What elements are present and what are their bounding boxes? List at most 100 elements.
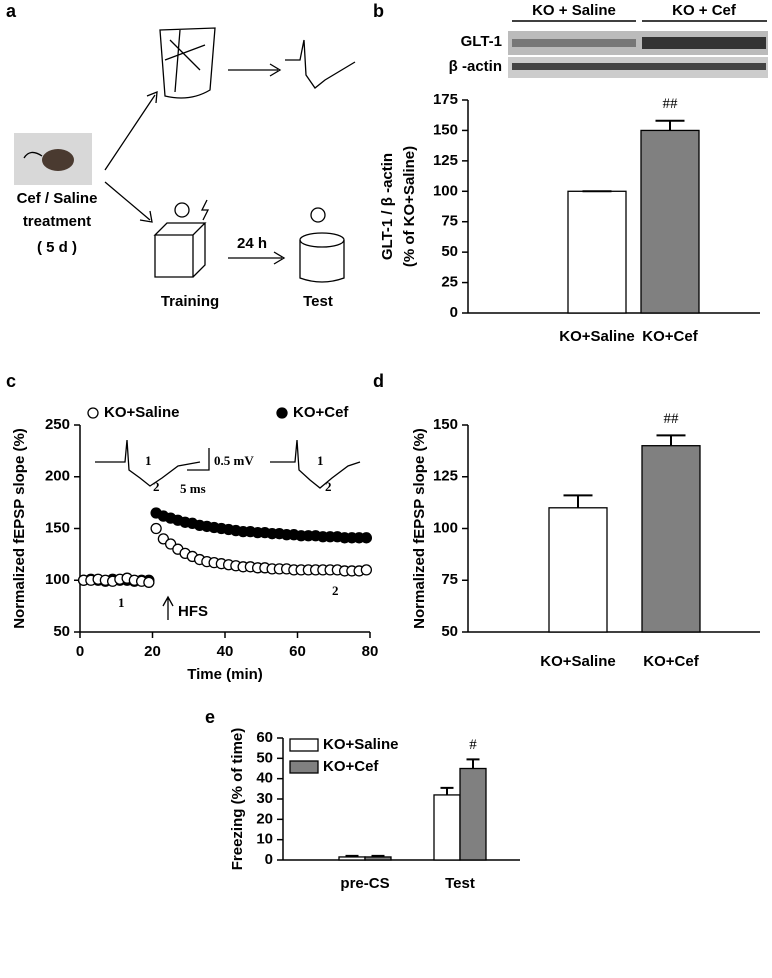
western-blot: KO + Saline KO + Cef GLT-1 β -actin bbox=[449, 2, 768, 78]
blot-row: GLT-1 bbox=[461, 33, 502, 50]
x-tick-label: pre-CS bbox=[340, 875, 389, 892]
treatment-label: Cef / Saline bbox=[17, 190, 98, 207]
annotation: 2 bbox=[153, 479, 160, 494]
y-tick-label: 150 bbox=[45, 519, 70, 536]
panel-label: c bbox=[6, 371, 16, 391]
y-tick-label: 75 bbox=[441, 213, 458, 230]
annotation: 1 bbox=[317, 453, 324, 468]
y-tick-label: 50 bbox=[256, 749, 273, 766]
annotation: # bbox=[469, 737, 477, 753]
y-axis-label: Normalized fEPSP slope (%) bbox=[411, 428, 428, 629]
annotation: 5 ms bbox=[180, 481, 206, 496]
y-tick-label: 50 bbox=[53, 623, 70, 640]
y-tick-label: 0 bbox=[450, 304, 458, 321]
y-tick-label: 250 bbox=[45, 416, 70, 433]
panel-label: e bbox=[205, 707, 215, 727]
data-point bbox=[150, 522, 162, 535]
error-bar bbox=[345, 854, 359, 857]
y-tick-label: 150 bbox=[433, 121, 458, 138]
legend-marker bbox=[276, 407, 288, 419]
y-tick-label: 125 bbox=[433, 468, 458, 485]
annotation: 2 bbox=[325, 479, 332, 494]
y-tick-label: 100 bbox=[45, 571, 70, 588]
error-bar bbox=[656, 434, 686, 446]
panel-label: b bbox=[373, 1, 384, 21]
x-axis-label: Time (min) bbox=[187, 666, 263, 683]
x-tick-label: KO+Saline bbox=[540, 653, 615, 670]
y-axis-label: Freezing (% of time) bbox=[229, 728, 246, 871]
error-bar bbox=[466, 758, 480, 769]
x-tick-label: KO+Cef bbox=[643, 653, 699, 670]
bar bbox=[338, 856, 366, 861]
trace-insets bbox=[95, 439, 361, 620]
legend-label: KO+Saline bbox=[104, 404, 179, 421]
legend-marker bbox=[87, 407, 99, 419]
legend-label: KO+Cef bbox=[293, 404, 349, 421]
x-tick-label: 60 bbox=[289, 643, 306, 660]
annotation: 0.5 mV bbox=[214, 453, 254, 468]
y-tick-label: 40 bbox=[256, 770, 273, 787]
y-tick-label: 25 bbox=[441, 274, 458, 291]
bar bbox=[641, 445, 701, 633]
y-tick-label: 100 bbox=[433, 519, 458, 536]
data-point bbox=[143, 576, 155, 588]
y-tick-label: 20 bbox=[256, 810, 273, 827]
y-tick-label: 75 bbox=[441, 571, 458, 588]
x-tick-label: KO+Saline bbox=[559, 328, 634, 345]
y-tick-label: 60 bbox=[256, 729, 273, 746]
x-tick-label: 40 bbox=[217, 643, 234, 660]
panel-label: d bbox=[373, 371, 384, 391]
interval-label: 24 h bbox=[237, 235, 267, 252]
bar bbox=[548, 507, 608, 633]
y-tick-label: 150 bbox=[433, 416, 458, 433]
data-point bbox=[360, 564, 373, 576]
y-tick-label: 175 bbox=[433, 91, 458, 108]
error-bar bbox=[655, 119, 685, 131]
x-tick-label: KO+Cef bbox=[642, 328, 698, 345]
bar bbox=[433, 794, 461, 861]
treatment-label: ( 5 d ) bbox=[37, 239, 77, 256]
annotation: ## bbox=[663, 96, 679, 112]
x-tick-label: Test bbox=[445, 875, 475, 892]
bar bbox=[459, 767, 487, 861]
panel-a-drawing bbox=[14, 27, 356, 283]
x-tick-label: 0 bbox=[76, 643, 84, 660]
y-axis-label: (% of KO+Saline) bbox=[401, 146, 418, 267]
test-label: Test bbox=[303, 293, 333, 310]
annotation: 2 bbox=[332, 583, 339, 598]
error-bar bbox=[440, 786, 454, 795]
y-tick-label: 0 bbox=[265, 851, 273, 868]
legend-label: KO+Saline bbox=[323, 736, 398, 753]
blot-group: KO + Cef bbox=[672, 2, 737, 19]
error-bar bbox=[371, 854, 385, 857]
annotation: ## bbox=[664, 411, 680, 427]
y-tick-label: 100 bbox=[433, 182, 458, 199]
legend-swatch bbox=[289, 738, 319, 752]
legend-swatch bbox=[289, 760, 319, 774]
x-tick-label: 80 bbox=[362, 643, 379, 660]
annotation: 1 bbox=[145, 453, 152, 468]
blot-group: KO + Saline bbox=[532, 2, 616, 19]
error-bar bbox=[563, 494, 593, 508]
y-tick-label: 50 bbox=[441, 243, 458, 260]
panel-label: a bbox=[6, 1, 17, 21]
y-tick-label: 30 bbox=[256, 790, 273, 807]
annotation: 1 bbox=[118, 595, 125, 610]
training-label: Training bbox=[161, 293, 219, 310]
y-tick-label: 125 bbox=[433, 152, 458, 169]
treatment-label: treatment bbox=[23, 213, 91, 230]
legend-label: KO+Cef bbox=[323, 758, 379, 775]
y-axis-label: Normalized fEPSP slope (%) bbox=[11, 428, 28, 629]
x-tick-label: 20 bbox=[144, 643, 161, 660]
y-tick-label: 10 bbox=[256, 831, 273, 848]
y-axis-label: GLT-1 / β -actin bbox=[379, 153, 396, 260]
bar bbox=[364, 856, 392, 861]
panel-a-labels: Cef / Saline treatment ( 5 d ) 24 h Trai… bbox=[17, 190, 333, 310]
y-tick-label: 50 bbox=[441, 623, 458, 640]
bar bbox=[567, 190, 627, 314]
y-tick-label: 200 bbox=[45, 468, 70, 485]
blot-row: β -actin bbox=[449, 58, 502, 75]
data-point bbox=[360, 532, 373, 544]
annotation: HFS bbox=[178, 603, 208, 620]
